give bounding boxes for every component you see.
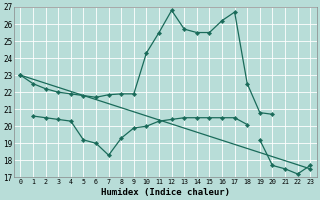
X-axis label: Humidex (Indice chaleur): Humidex (Indice chaleur) [101, 188, 230, 197]
